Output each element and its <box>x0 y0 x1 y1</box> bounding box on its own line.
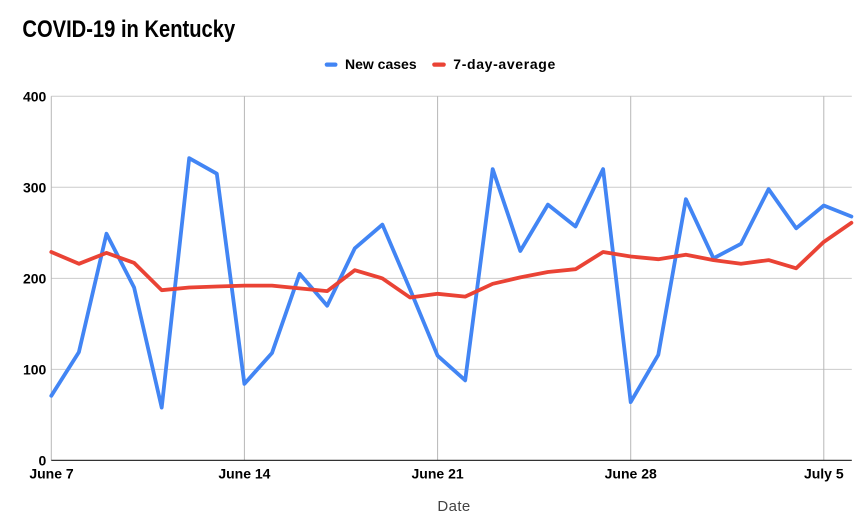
svg-text:June 21: June 21 <box>412 466 464 482</box>
svg-text:June 14: June 14 <box>218 466 270 482</box>
svg-text:New cases: New cases <box>345 56 417 72</box>
svg-text:June 7: June 7 <box>29 466 74 482</box>
svg-text:Date: Date <box>437 498 470 515</box>
svg-text:June 28: June 28 <box>605 466 657 482</box>
svg-text:7-day-average: 7-day-average <box>453 56 556 72</box>
svg-text:0: 0 <box>39 452 47 468</box>
svg-text:400: 400 <box>23 88 47 104</box>
svg-text:300: 300 <box>23 179 47 195</box>
svg-text:200: 200 <box>23 270 47 286</box>
svg-text:100: 100 <box>23 361 47 377</box>
svg-text:July 5: July 5 <box>804 466 844 482</box>
svg-text:COVID-19 in Kentucky: COVID-19 in Kentucky <box>22 15 235 42</box>
